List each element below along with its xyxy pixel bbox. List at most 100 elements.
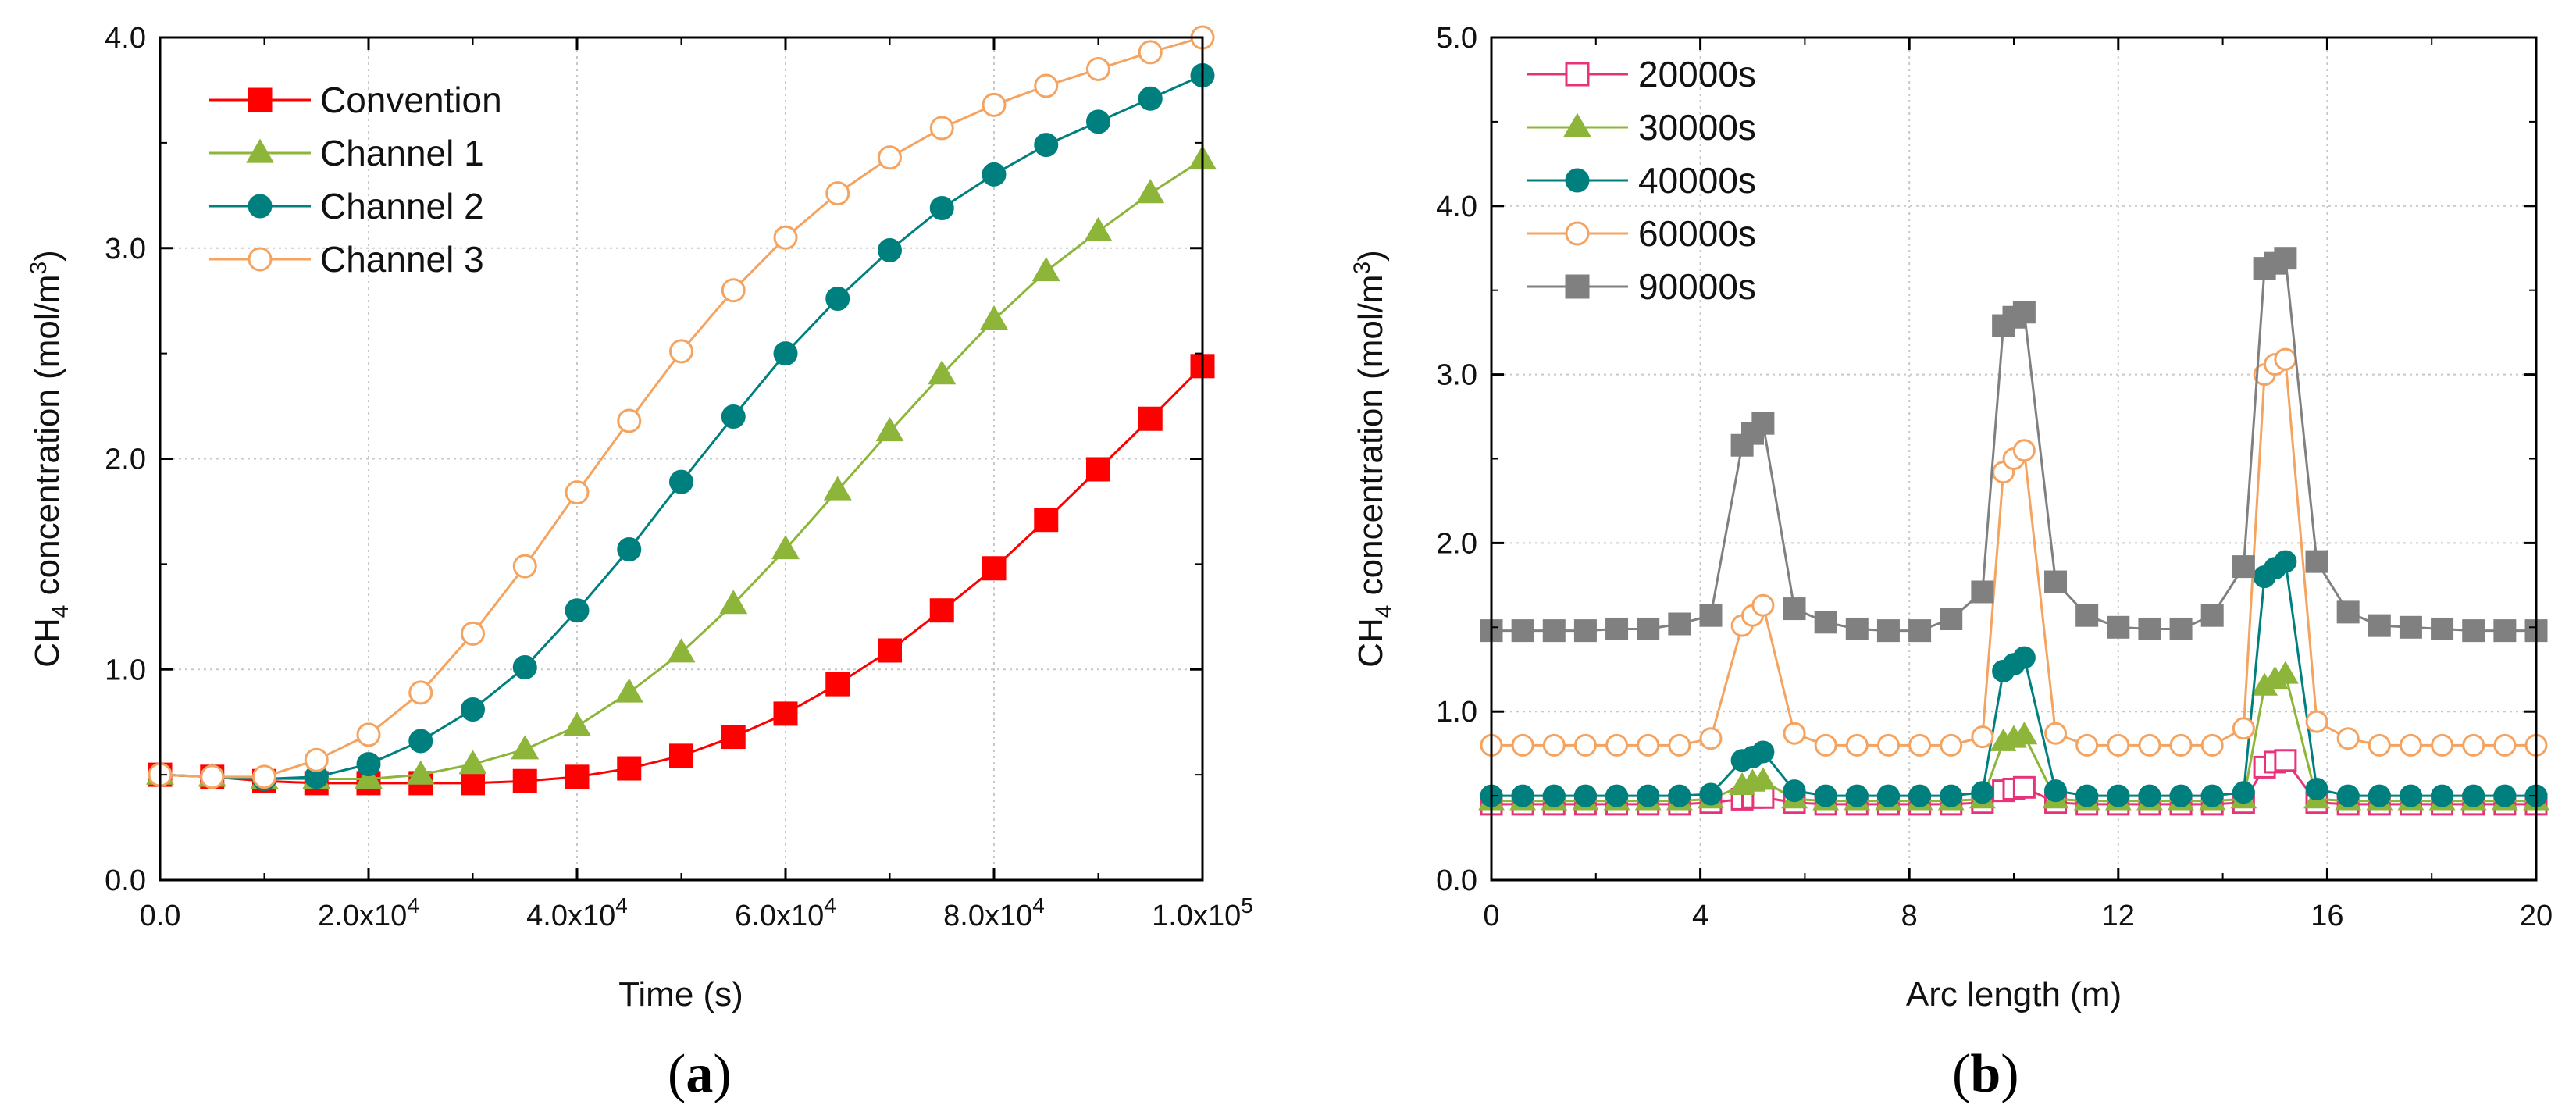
y-tick-label: 5.0 <box>1436 22 1477 55</box>
y-tick-label: 2.0 <box>105 444 146 476</box>
y-tick-label: 0.0 <box>105 864 146 897</box>
data-point <box>1034 508 1059 533</box>
data-point <box>1511 733 1534 757</box>
data-point <box>2169 733 2193 757</box>
x-tick-label: 4 <box>1692 900 1708 932</box>
data-point <box>1783 722 1806 745</box>
data-point <box>512 768 537 793</box>
legend-marker <box>248 247 273 272</box>
data-point <box>1751 412 1775 435</box>
data-point <box>2232 781 2255 804</box>
data-point <box>719 590 748 615</box>
y-tick-label: 3.0 <box>1436 359 1477 392</box>
legend-item: Channel 2 <box>209 186 484 226</box>
data-point <box>1908 733 1932 757</box>
legend-item: 90000s <box>1527 266 1756 307</box>
data-point <box>1637 733 1660 757</box>
series-40000s <box>1480 550 2548 807</box>
x-tick-label: 6.0x104 <box>735 893 836 932</box>
legend-marker <box>1565 62 1590 87</box>
data-point <box>2044 779 2068 803</box>
panel-b: 0 4 8 12 16 20 0.0 1.0 2.0 3.0 4.0 5.0 Arc length (m… <box>1349 22 2553 1104</box>
data-point <box>1034 133 1059 158</box>
data-point <box>878 145 902 170</box>
legend-item: 20000s <box>1527 54 1756 94</box>
data-point <box>1814 733 1837 757</box>
legend-item: Convention <box>209 80 502 120</box>
data-point <box>617 756 642 781</box>
data-point <box>669 469 693 494</box>
data-point <box>982 162 1007 187</box>
data-point <box>773 341 798 366</box>
data-point <box>2271 661 2299 684</box>
gridlines <box>1491 37 2536 880</box>
data-point <box>1908 784 1932 807</box>
data-point <box>1699 604 1723 627</box>
x-tick-label: 12 <box>2102 900 2135 932</box>
data-point <box>2012 439 2036 462</box>
data-point <box>1542 733 1566 757</box>
legend-marker <box>248 87 273 112</box>
data-point <box>1086 109 1110 134</box>
data-point <box>2107 784 2130 807</box>
data-point <box>461 697 485 722</box>
data-point <box>2138 784 2161 807</box>
data-point <box>458 750 487 775</box>
legend-marker <box>1565 168 1590 193</box>
x-tick-label: 0.0 <box>140 900 181 932</box>
data-point <box>929 195 954 220</box>
data-point <box>1845 617 1869 640</box>
series-90000s <box>1480 247 2548 643</box>
data-point <box>615 678 643 703</box>
data-point <box>1086 56 1110 81</box>
data-point <box>1511 784 1534 807</box>
series-60000s <box>1480 347 2548 757</box>
data-point <box>1699 782 1723 806</box>
data-point <box>1749 767 1776 790</box>
data-point <box>1637 617 1660 640</box>
data-point <box>2169 784 2193 807</box>
data-point <box>2336 784 2360 807</box>
data-point <box>2169 617 2193 640</box>
data-point <box>200 764 225 789</box>
x-tick-label: 4.0x104 <box>526 893 628 932</box>
data-point <box>1940 608 1963 631</box>
data-point <box>2431 617 2454 640</box>
data-point <box>304 747 329 772</box>
axes: 0.0 2.0x104 4.0x104 6.0x104 8.0x104 1.0x105 0.… <box>105 22 1253 932</box>
y-tick-label: 2.0 <box>1436 527 1477 560</box>
data-point <box>2200 604 2224 627</box>
data-point <box>1971 725 1994 749</box>
data-point <box>2200 733 2224 757</box>
data-point <box>406 760 435 785</box>
data-point <box>2044 722 2068 745</box>
data-point <box>1940 733 1963 757</box>
data-point <box>408 680 433 705</box>
data-point <box>667 638 696 663</box>
x-tick-label: 16 <box>2311 900 2343 932</box>
data-point <box>1542 784 1566 807</box>
data-point <box>1605 733 1629 757</box>
legend-label: Channel 2 <box>320 186 484 226</box>
data-point <box>2462 733 2485 757</box>
data-point <box>1605 617 1629 640</box>
data-point <box>669 743 693 768</box>
data-point <box>2462 784 2485 807</box>
legend-label: 60000s <box>1638 213 1756 254</box>
x-tick-label: 20 <box>2520 900 2553 932</box>
data-point <box>2399 615 2422 639</box>
legend-item: 30000s <box>1527 107 1756 148</box>
data-point <box>875 417 904 442</box>
data-point <box>825 181 850 206</box>
data-point <box>2012 301 2036 324</box>
y-tick-label: 0.0 <box>1436 864 1477 897</box>
data-point <box>512 554 537 579</box>
legend-label: Channel 3 <box>320 239 484 280</box>
data-point <box>929 598 954 623</box>
data-point <box>1138 86 1163 111</box>
data-point <box>982 556 1007 581</box>
y-axis-title: CH4 concentration (mol/m3) <box>26 250 73 668</box>
legend-marker <box>1562 112 1592 137</box>
gridlines <box>160 37 1202 880</box>
